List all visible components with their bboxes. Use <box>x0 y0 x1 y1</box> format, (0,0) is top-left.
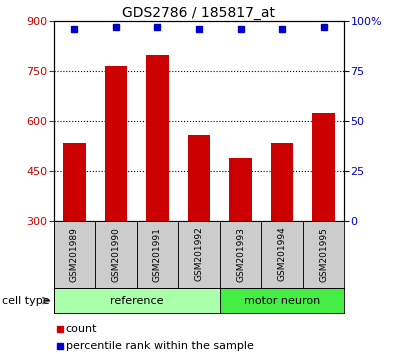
Text: GSM201994: GSM201994 <box>277 227 287 281</box>
Bar <box>261 221 303 289</box>
Text: GSM201990: GSM201990 <box>111 227 121 281</box>
Text: GSM201995: GSM201995 <box>319 227 328 281</box>
Text: reference: reference <box>110 296 164 306</box>
Text: GSM201991: GSM201991 <box>153 227 162 281</box>
Bar <box>178 221 220 289</box>
Text: GSM201993: GSM201993 <box>236 227 245 281</box>
Text: cell type: cell type <box>2 296 50 306</box>
Bar <box>54 288 220 313</box>
Bar <box>303 221 344 289</box>
Bar <box>220 288 344 313</box>
Text: percentile rank within the sample: percentile rank within the sample <box>66 341 254 351</box>
Title: GDS2786 / 185817_at: GDS2786 / 185817_at <box>123 6 275 20</box>
Bar <box>220 221 261 289</box>
Bar <box>187 135 211 221</box>
Bar <box>229 158 252 221</box>
Bar <box>312 113 335 221</box>
Bar <box>271 143 293 221</box>
Bar <box>54 221 95 289</box>
Bar <box>146 55 169 221</box>
Text: GSM201992: GSM201992 <box>195 227 203 281</box>
Bar <box>137 221 178 289</box>
Text: count: count <box>66 324 97 333</box>
Bar <box>95 221 137 289</box>
Text: motor neuron: motor neuron <box>244 296 320 306</box>
Text: GSM201989: GSM201989 <box>70 227 79 281</box>
Bar <box>105 66 127 221</box>
Bar <box>63 143 86 221</box>
